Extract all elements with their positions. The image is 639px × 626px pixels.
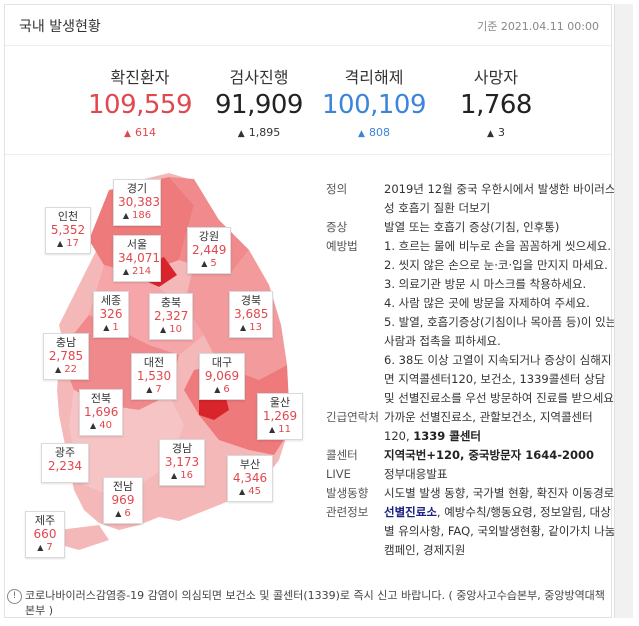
emergency-1339-link[interactable]: 1339 콜센터	[413, 429, 482, 443]
stat-testing: 검사진행 91,909 ▲ 1,895	[194, 64, 324, 139]
stat-delta: ▲ 808	[358, 126, 390, 139]
prevention-item: 6. 38도 이상 고열이 지속되거나 증상이 심해지면 지역콜센터120, 보…	[384, 353, 618, 405]
info-emergency: 긴급연락처 가까운 선별진료소, 관할보건소, 지역콜센터 120, 1339 …	[326, 410, 593, 443]
info-definition: 정의 2019년 12월 중국 우한시에서 발생한 바이러스성 호흡기 질환 더…	[326, 182, 616, 215]
region-gwangju[interactable]: 광주 2,234	[41, 443, 89, 483]
footer-notice: ! 코로나바이러스감염증-19 감염이 의심되면 보건소 및 콜센터(1339)…	[5, 587, 611, 617]
related-links[interactable]: , 예방수칙/행동요령, 정보알림, 대상별 유의사항, FAQ, 국외발생현황…	[384, 505, 616, 557]
up-arrow-icon: ▲	[237, 129, 245, 139]
region-jeonbuk[interactable]: 전북 1,696 ▲ 40	[79, 389, 123, 436]
region-gyeongbuk[interactable]: 경북 3,685 ▲ 13	[229, 291, 273, 338]
korea-map: 인천 5,352 ▲ 17 경기 30,383 ▲ 186 서울 34,071 ▲ 2…	[19, 165, 319, 565]
stat-value: 91,909	[215, 90, 303, 120]
region-chungnam[interactable]: 충남 2,785 ▲ 22	[43, 333, 89, 380]
region-gyeonggi[interactable]: 경기 30,383 ▲ 186	[113, 179, 161, 226]
info-trend: 발생동향 시도별 발생 동향, 국가별 현황, 확진자 이동경로	[326, 484, 618, 503]
info-panel: 정의 2019년 12월 중국 우한시에서 발생한 바이러스성 호흡기 질환 더…	[326, 180, 618, 560]
stat-value: 1,768	[460, 90, 532, 120]
summary-stats: 확진환자 109,559 ▲ 614 검사진행 91,909 ▲ 1,895 격리해…	[5, 46, 611, 155]
info-callcenter: 콜센터 지역국번+120, 중국방문자 1644-2000	[326, 448, 595, 462]
up-arrow-icon: ▲	[487, 129, 494, 139]
stat-delta: ▲ 614	[124, 126, 156, 139]
stat-delta: ▲ 3	[487, 126, 505, 139]
map-region-jeju	[54, 525, 109, 550]
stat-deaths: 사망자 1,768 ▲ 3	[431, 64, 561, 139]
region-sejong[interactable]: 세종 326 ▲ 1	[93, 291, 129, 338]
prevention-item: 5. 발열, 호흡기증상(기침이나 목아픔 등)이 있는 사람과 접촉을 피하세…	[384, 315, 617, 348]
up-arrow-icon: ▲	[124, 129, 131, 139]
reference-date: 기준 2021.04.11 00:00	[477, 20, 599, 33]
prevention-item: 2. 씻지 않은 손으로 눈·코·입을 만지지 마세요.	[384, 258, 608, 272]
info-related: 관련정보 선별진료소, 예방수칙/행동요령, 정보알림, 대상별 유의사항, F…	[326, 505, 616, 557]
covid-status-panel: 국내 발생현황 기준 2021.04.11 00:00 확진환자 109,559…	[4, 4, 618, 618]
stat-value: 109,559	[87, 90, 193, 120]
stat-label: 격리해제	[344, 68, 404, 87]
stat-label: 검사진행	[229, 68, 289, 87]
stat-released: 격리해제 100,109 ▲ 808	[309, 64, 439, 139]
stat-delta: ▲ 1,895	[237, 126, 281, 139]
stat-label: 사망자	[473, 68, 519, 87]
footer-text: 코로나바이러스감염증-19 감염이 의심되면 보건소 및 콜센터(1339)로 …	[25, 589, 605, 617]
info-prevention: 예방법 1. 흐르는 물에 비누로 손을 꼼꼼하게 씻으세요. 2. 씻지 않은…	[326, 237, 618, 408]
panel-title: 국내 발생현황	[19, 19, 101, 35]
trend-links[interactable]: 시도별 발생 동향, 국가별 현황, 확진자 이동경로	[384, 486, 615, 500]
prevention-item: 4. 사람 많은 곳에 방문을 자제하여 주세요.	[384, 296, 590, 310]
info-symptom: 증상 발열 또는 호흡기 증상(기침, 인후통)	[326, 220, 560, 234]
region-seoul[interactable]: 서울 34,071 ▲ 214	[113, 235, 161, 282]
region-daejeon[interactable]: 대전 1,530 ▲ 7	[131, 353, 177, 400]
region-gyeongnam[interactable]: 경남 3,173 ▲ 16	[159, 439, 205, 486]
stat-confirmed: 확진환자 109,559 ▲ 614	[75, 64, 205, 139]
live-link[interactable]: 정부대응발표	[384, 467, 448, 481]
up-arrow-icon: ▲	[358, 129, 365, 139]
region-incheon[interactable]: 인천 5,352 ▲ 17	[45, 207, 91, 254]
screening-clinic-link[interactable]: 선별진료소	[384, 505, 437, 519]
more-link[interactable]: 더보기	[458, 201, 491, 215]
stat-value: 100,109	[321, 90, 427, 120]
region-jeonnam[interactable]: 전남 969 ▲ 6	[103, 477, 143, 524]
scrollbar[interactable]	[614, 4, 633, 618]
region-ulsan[interactable]: 울산 1,269 ▲ 11	[257, 393, 303, 440]
region-busan[interactable]: 부산 4,346 ▲ 45	[227, 455, 273, 502]
exclamation-icon: !	[7, 589, 22, 604]
prevention-item: 1. 흐르는 물에 비누로 손을 꼼꼼하게 씻으세요.	[384, 239, 611, 253]
panel-header: 국내 발생현황 기준 2021.04.11 00:00	[5, 5, 611, 46]
prevention-item: 3. 의료기관 방문 시 마스크를 착용하세요.	[384, 277, 587, 291]
region-daegu[interactable]: 대구 9,069 ▲ 6	[199, 353, 245, 400]
region-gangwon[interactable]: 강원 2,449 ▲ 5	[187, 227, 231, 274]
stat-label: 확진환자	[110, 68, 170, 87]
region-jeju[interactable]: 제주 660 ▲ 7	[25, 511, 65, 558]
region-chungbuk[interactable]: 충북 2,327 ▲ 10	[149, 293, 193, 340]
info-live: LIVE 정부대응발표	[326, 465, 618, 484]
